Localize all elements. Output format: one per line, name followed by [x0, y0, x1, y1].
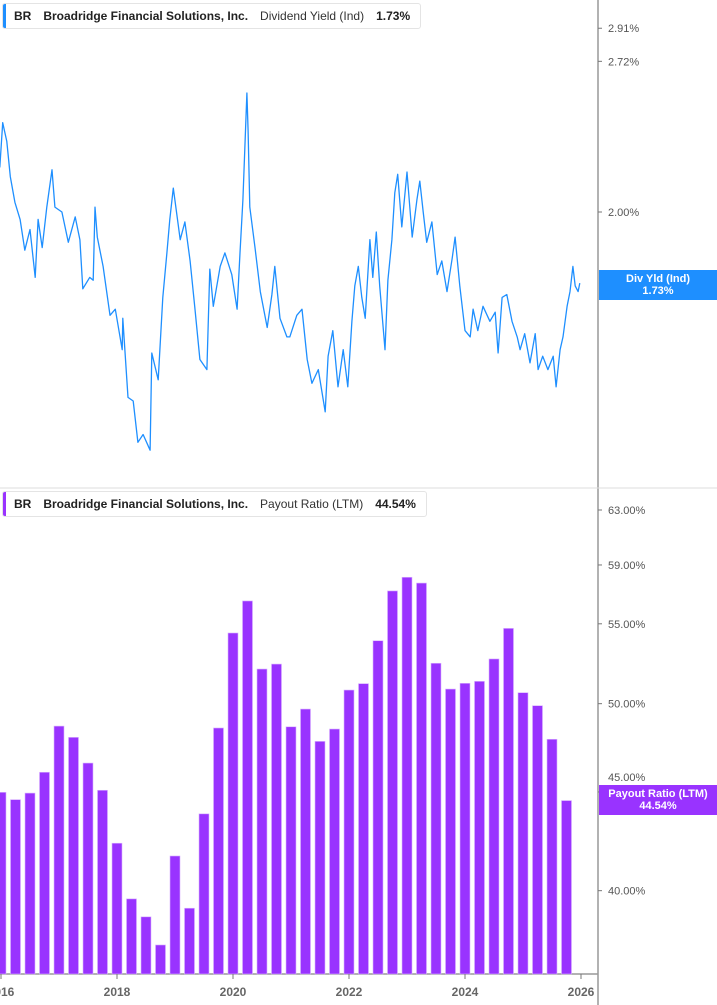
payout-bar	[445, 688, 456, 975]
y-tick-label: 40.00%	[608, 886, 646, 898]
legend-value: 44.54%	[375, 497, 416, 511]
bottom-y-ticks: 63.00% 59.00% 55.00% 50.00% 45.00% 40.00%	[598, 505, 646, 898]
y-tick-label: 63.00%	[608, 505, 646, 517]
dividend-yield-line	[0, 92, 581, 451]
x-tick-label: 2022	[336, 985, 363, 999]
legend-metric: Dividend Yield (Ind)	[260, 9, 365, 23]
bottom-legend: BR Broadridge Financial Solutions, Inc. …	[2, 491, 427, 517]
payout-bar	[372, 640, 384, 975]
top-legend: BR Broadridge Financial Solutions, Inc. …	[2, 3, 422, 29]
tag-label: Payout Ratio (LTM)	[608, 788, 708, 800]
payout-bar	[532, 705, 543, 975]
payout-bar	[285, 726, 297, 975]
payout-bar	[401, 576, 413, 975]
y-tick-label: 2.91%	[608, 23, 639, 35]
y-tick-label: 2.72%	[608, 56, 639, 68]
payout-bar	[97, 789, 108, 975]
y-tick-label: 59.00%	[608, 560, 646, 572]
payout-bar	[271, 663, 282, 975]
payout-bar	[213, 727, 224, 975]
payout-bar	[416, 582, 427, 975]
payout-bar	[256, 668, 268, 975]
payout-bar	[39, 771, 50, 975]
tag-label: Div Yld (Ind)	[626, 273, 690, 285]
payout-bar	[358, 683, 369, 975]
payout-bar	[140, 916, 152, 975]
payout-bar	[488, 658, 500, 975]
legend-value: 1.73%	[376, 9, 411, 23]
payout-bar	[242, 600, 253, 975]
legend-color-swatch	[3, 492, 6, 516]
legend-company: Broadridge Financial Solutions, Inc.	[43, 9, 249, 23]
payout-bar	[198, 813, 210, 975]
legend-ticker: BR	[14, 497, 32, 511]
legend-metric: Payout Ratio (LTM)	[260, 497, 364, 511]
payout-bar	[561, 800, 572, 975]
x-tick-label: 2024	[452, 985, 479, 999]
payout-bar	[329, 728, 340, 975]
payout-bar	[300, 708, 311, 975]
payout-bar	[111, 842, 123, 975]
payout-bar	[314, 741, 326, 975]
payout-bar	[53, 725, 65, 975]
y-tick-label: 50.00%	[608, 699, 646, 711]
payout-bar	[184, 907, 195, 975]
x-tick-label: 2018	[104, 985, 131, 999]
legend-color-swatch	[3, 4, 6, 28]
payout-bar	[0, 792, 7, 975]
payout-bar	[155, 944, 166, 975]
payout-bar	[474, 681, 485, 975]
tag-value: 1.73%	[642, 285, 674, 297]
payout-bar	[82, 762, 94, 975]
y-tick-label: 55.00%	[608, 619, 646, 631]
x-tick-label: 2016	[0, 985, 15, 999]
payout-bar	[430, 662, 442, 975]
legend-company: Broadridge Financial Solutions, Inc.	[43, 497, 249, 511]
x-tick-label: 2026	[568, 985, 595, 999]
payout-bar	[126, 898, 137, 975]
tag-value: 44.54%	[639, 800, 677, 812]
payout-bar	[10, 799, 21, 975]
y-tick-label: 45.00%	[608, 772, 646, 784]
payout-bar	[169, 855, 181, 975]
payout-ratio-price-tag: Payout Ratio (LTM) 44.54%	[599, 785, 717, 815]
payout-bars	[0, 576, 572, 975]
top-y-ticks: 2.91% 2.72% 2.00%	[598, 23, 639, 219]
x-axis-ticks: 2016 2018 2020 2022 2024 2026	[0, 974, 595, 999]
x-tick-label: 2020	[220, 985, 247, 999]
payout-bar	[503, 628, 514, 975]
payout-bar	[24, 792, 36, 975]
payout-bar	[517, 692, 529, 975]
payout-bar	[227, 632, 239, 975]
payout-bar	[343, 689, 355, 975]
y-tick-label: 2.00%	[608, 207, 639, 219]
payout-bar	[387, 590, 398, 975]
payout-bar	[68, 737, 79, 975]
legend-ticker: BR	[14, 9, 32, 23]
payout-bar	[546, 738, 558, 975]
payout-bar	[459, 683, 471, 975]
dividend-yield-price-tag: Div Yld (Ind) 1.73%	[599, 270, 717, 300]
